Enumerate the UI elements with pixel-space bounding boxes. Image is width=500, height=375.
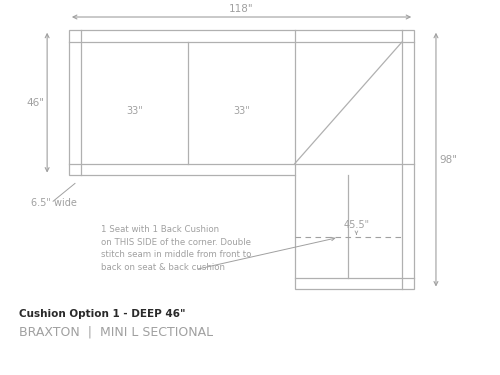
- Text: 46": 46": [26, 98, 44, 108]
- Text: BRAXTON  |  MINI L SECTIONAL: BRAXTON | MINI L SECTIONAL: [20, 325, 214, 338]
- Text: 6.5" wide: 6.5" wide: [31, 198, 77, 208]
- Text: 33": 33": [126, 106, 143, 116]
- Text: 1 Seat with 1 Back Cushion
on THIS SIDE of the corner. Double
stitch seam in mid: 1 Seat with 1 Back Cushion on THIS SIDE …: [101, 225, 251, 272]
- Text: Cushion Option 1 - DEEP 46": Cushion Option 1 - DEEP 46": [20, 309, 186, 319]
- Text: 118": 118": [229, 4, 254, 14]
- Text: 98": 98": [439, 154, 457, 165]
- Text: 45.5": 45.5": [344, 220, 369, 231]
- Text: 33": 33": [233, 106, 250, 116]
